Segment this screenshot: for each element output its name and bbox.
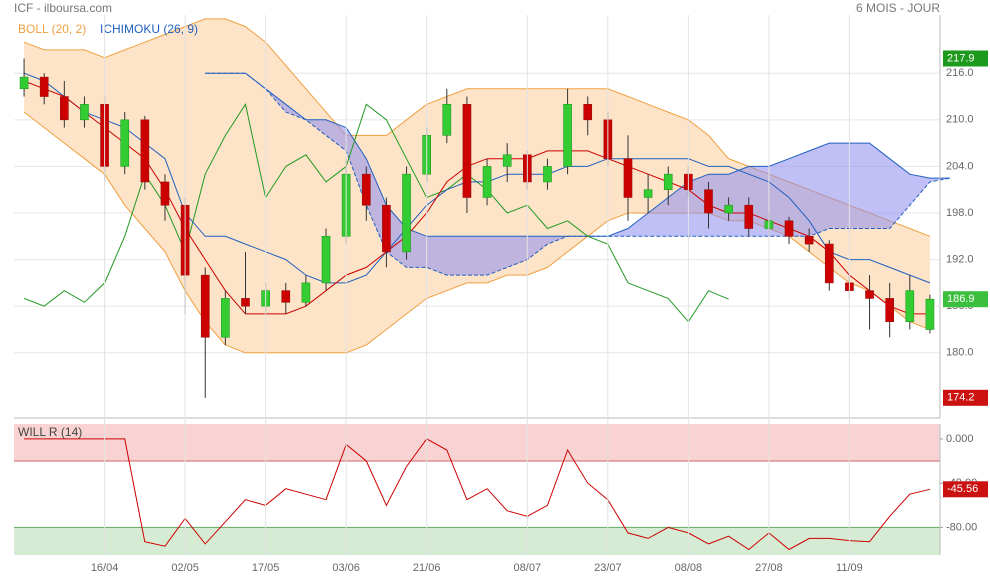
candle-body [59, 96, 69, 121]
page-title: ICF - ilboursa.com [14, 1, 112, 15]
y-tick-label: 216.0 [946, 67, 974, 79]
x-tick-label: 08/08 [675, 562, 703, 574]
y-tick-label: 180.0 [946, 347, 974, 359]
x-tick-label: 16/04 [91, 562, 119, 574]
period: 6 MOIS - JOUR [856, 1, 940, 15]
candle-body [865, 290, 874, 299]
ichimoku-cloud [205, 73, 951, 276]
candle-body [301, 282, 311, 303]
y-tick-label: -80.00 [946, 521, 977, 533]
x-tick-label: 27/08 [755, 562, 783, 574]
candle-body [643, 189, 653, 198]
candle-body [724, 204, 733, 214]
y-tick-label: 198.0 [946, 207, 974, 219]
candle-body [361, 173, 371, 206]
candle-body [563, 103, 572, 167]
y-tick-label: 192.0 [946, 254, 974, 266]
value-tag [943, 291, 988, 308]
candle-body [905, 290, 915, 323]
chikou [23, 103, 729, 323]
x-tick-label: 21/06 [413, 562, 441, 574]
tenkan [23, 80, 930, 315]
candle-body [482, 166, 492, 198]
candle-body [19, 76, 29, 90]
value-tag-label: 217.9 [947, 52, 975, 64]
legend-entry: BOLL (20, 2) [18, 22, 86, 36]
x-tick-label: 03/06 [332, 562, 360, 574]
candle-body [200, 274, 210, 338]
x-tick-label: 02/05 [171, 562, 199, 574]
oversold-zone [14, 527, 940, 555]
value-tag-label: 186.9 [947, 293, 975, 305]
x-tick-label: 23/07 [594, 562, 622, 574]
candle-body [784, 220, 794, 237]
candle-body [824, 243, 834, 284]
value-tag [943, 50, 988, 67]
candle-body [925, 298, 935, 330]
candle-body [442, 103, 452, 136]
x-tick-label: 08/07 [514, 562, 542, 574]
candle-body [583, 103, 593, 121]
candle-body [543, 166, 552, 183]
x-tick-label: 17/05 [252, 562, 280, 574]
candle-body [402, 173, 411, 253]
willr-line [24, 438, 931, 551]
senkou-a [205, 72, 951, 237]
legend-entry: ICHIMOKU (26, 9) [100, 22, 198, 36]
x-tick-label: 11/09 [836, 562, 863, 574]
candle-body [382, 204, 391, 253]
senkou-b [205, 72, 951, 276]
value-tag-label: 174.2 [947, 392, 975, 404]
candle-body [502, 154, 512, 167]
candle-body [281, 290, 291, 303]
candle-body [221, 298, 230, 338]
y-tick-label: 204.0 [946, 160, 974, 172]
kijun [23, 72, 931, 284]
bollinger-band [24, 18, 930, 353]
candle-body [39, 76, 49, 97]
candle-body [623, 158, 633, 198]
candle-body [462, 103, 472, 198]
overbought-zone [14, 424, 940, 462]
candle-body [804, 236, 814, 245]
candle-body [80, 103, 89, 121]
value-tag-label: -45.56 [947, 483, 978, 495]
candle-body [744, 204, 754, 229]
candle-body [160, 181, 170, 206]
panel-title: WILL R (14) [18, 425, 82, 439]
candle-body [120, 119, 130, 167]
candle-body [885, 298, 895, 323]
candle-body [241, 298, 250, 307]
candle-body [321, 236, 331, 284]
value-tag [943, 481, 988, 498]
candle-body [140, 119, 150, 183]
candle-body [704, 189, 713, 214]
candle-body [663, 173, 673, 191]
y-tick-label: 0.000 [946, 433, 974, 445]
y-tick-label: 210.0 [946, 114, 974, 126]
value-tag [943, 389, 988, 406]
